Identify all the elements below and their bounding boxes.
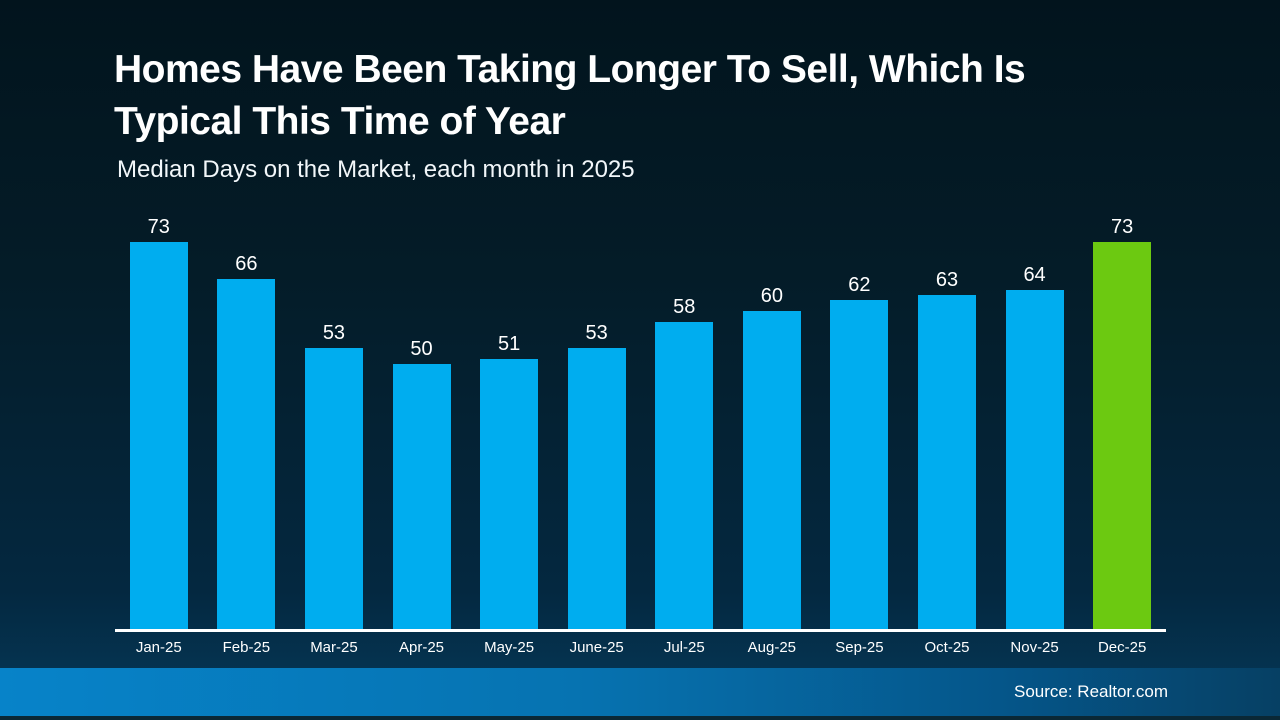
bar-value-label: 73	[1111, 216, 1134, 238]
bar-Mar-25	[304, 348, 363, 630]
bar-Feb-25	[217, 279, 276, 630]
bar-Apr-25	[392, 364, 451, 630]
x-axis-label: May-25	[484, 639, 535, 656]
bar-group: 58	[640, 200, 728, 630]
x-axis-label: Dec-25	[1097, 639, 1147, 656]
bar-Aug-25	[742, 311, 801, 630]
bar-group: 60	[728, 200, 816, 630]
x-axis-label: Jul-25	[663, 639, 705, 656]
bar-Jul-25	[655, 322, 714, 630]
bar-group: 66	[203, 200, 291, 630]
x-axis-line	[115, 629, 1166, 632]
bar-Jan-25	[129, 242, 188, 630]
chart-subtitle: Median Days on the Market, each month in…	[117, 156, 635, 183]
bar-value-label: 53	[585, 322, 608, 344]
bar-June-25	[567, 348, 626, 630]
x-axis-label: Sep-25	[835, 639, 884, 656]
bar-value-label: 58	[673, 296, 696, 318]
bar-group: 50	[378, 200, 466, 630]
bar-value-label: 60	[760, 285, 783, 307]
bar-chart: 73 66 53 50 51 53 58 60 62 63 64 73 Jan-25 Feb-25 Mar…	[115, 200, 1166, 658]
bar-value-label: 64	[1023, 264, 1046, 286]
bar-Sep-25	[830, 300, 889, 630]
bar-value-label: 53	[322, 322, 346, 344]
bar-Dec-25	[1093, 242, 1152, 630]
bar-group: 51	[465, 200, 553, 630]
x-axis-label: Apr-25	[399, 639, 445, 656]
bar-value-label: 63	[935, 269, 959, 291]
x-axis-label: Jan-25	[135, 639, 182, 656]
bar-group: 63	[903, 200, 991, 630]
bar-Nov-25	[1005, 290, 1064, 630]
bar-value-label: 62	[848, 274, 871, 296]
bar-value-label: 51	[497, 333, 521, 355]
bar-group: 53	[290, 200, 378, 630]
bar-value-label: 66	[235, 253, 258, 275]
bar-group: 62	[816, 200, 904, 630]
x-axis-label: June-25	[569, 639, 624, 656]
footer-bar: Source: Realtor.com	[0, 668, 1280, 720]
source-text: Source: Realtor.com	[1013, 682, 1168, 701]
bar-May-25	[480, 359, 539, 630]
bar-Oct-25	[917, 295, 976, 630]
x-axis-label: Feb-25	[222, 639, 271, 656]
x-axis-label: Nov-25	[1010, 639, 1059, 656]
bar-group: 64	[991, 200, 1079, 630]
bar-value-label: 73	[147, 216, 170, 238]
x-axis-label: Aug-25	[747, 639, 797, 656]
x-axis-label: Mar-25	[310, 639, 358, 656]
bar-value-label: 50	[410, 338, 433, 360]
page-title: Homes Have Been Taking Longer To Sell, W…	[114, 48, 1026, 143]
x-axis-label: Oct-25	[924, 639, 970, 656]
x-axis-labels: Jan-25 Feb-25 Mar-25 Apr-25 May-25 June-25 Jul…	[115, 638, 1166, 658]
bar-group: 73	[1078, 200, 1166, 630]
bars-row: 73 66 53 50 51 53 58 60 62 63 64 73	[115, 200, 1166, 630]
bar-group: 53	[553, 200, 641, 630]
bar-group: 73	[115, 200, 203, 630]
